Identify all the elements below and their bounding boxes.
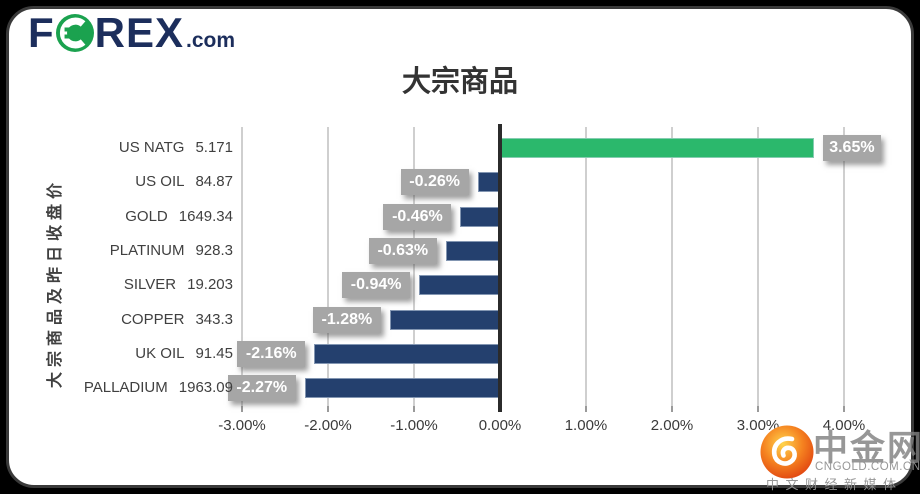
logo-letters-rex: REX <box>94 9 185 56</box>
chart-title: 大宗商品 <box>401 66 518 98</box>
y-axis-title: 大宗商品及昨日收盘价 <box>47 178 64 389</box>
logo-suffix-com: .com <box>186 29 236 52</box>
forex-logo: F REX .com <box>28 10 235 56</box>
logo-letter-f: F <box>28 9 55 56</box>
euro-o-icon <box>55 14 94 52</box>
